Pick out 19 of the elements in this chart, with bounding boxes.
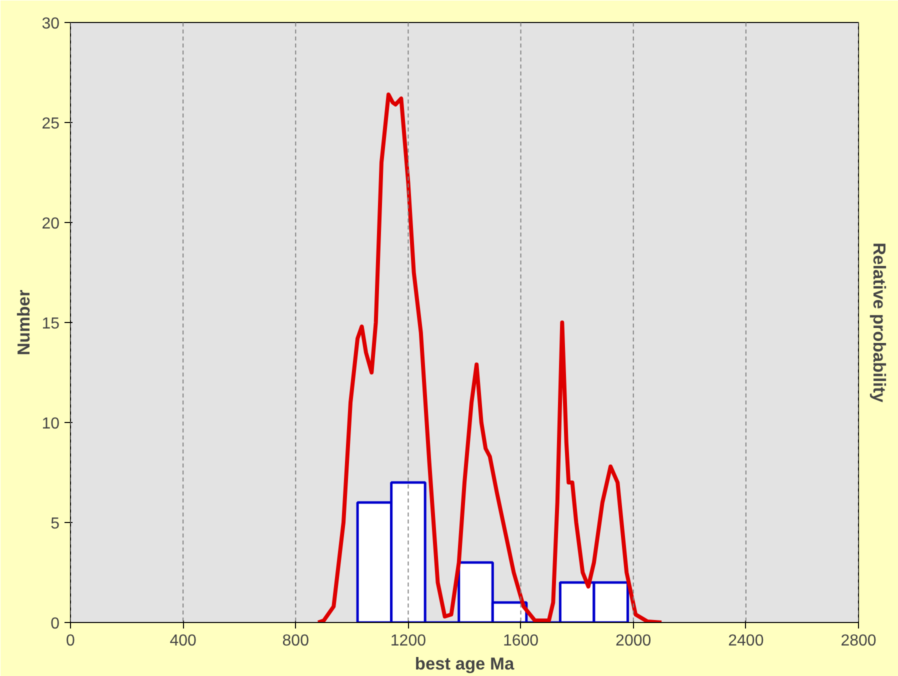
x-tick-label: 800: [282, 632, 310, 650]
x-tick-label: 2800: [840, 632, 876, 650]
x-tick-label: 0: [66, 632, 76, 650]
y-tick-label: 15: [42, 316, 60, 332]
line-series: [316, 92, 664, 622]
y2-axis-title: Relative probability: [870, 242, 890, 403]
y-axis-title: Number: [14, 290, 34, 356]
y-tick-label: 20: [42, 216, 60, 232]
y-tick-label: 25: [42, 116, 60, 132]
y-tick-label: 30: [42, 16, 60, 32]
x-tick-label: 2400: [728, 632, 764, 650]
x-tick-label: 1200: [390, 632, 426, 650]
x-tick-label: 2000: [616, 632, 652, 650]
x-tick-label: 400: [170, 632, 197, 650]
y-tick-label: 5: [50, 516, 60, 532]
y-tick-label: 10: [42, 416, 60, 432]
x-tick-label: 1600: [502, 632, 539, 650]
x-axis-title: best age Ma: [414, 654, 514, 674]
y-tick-label: 0: [50, 616, 60, 632]
